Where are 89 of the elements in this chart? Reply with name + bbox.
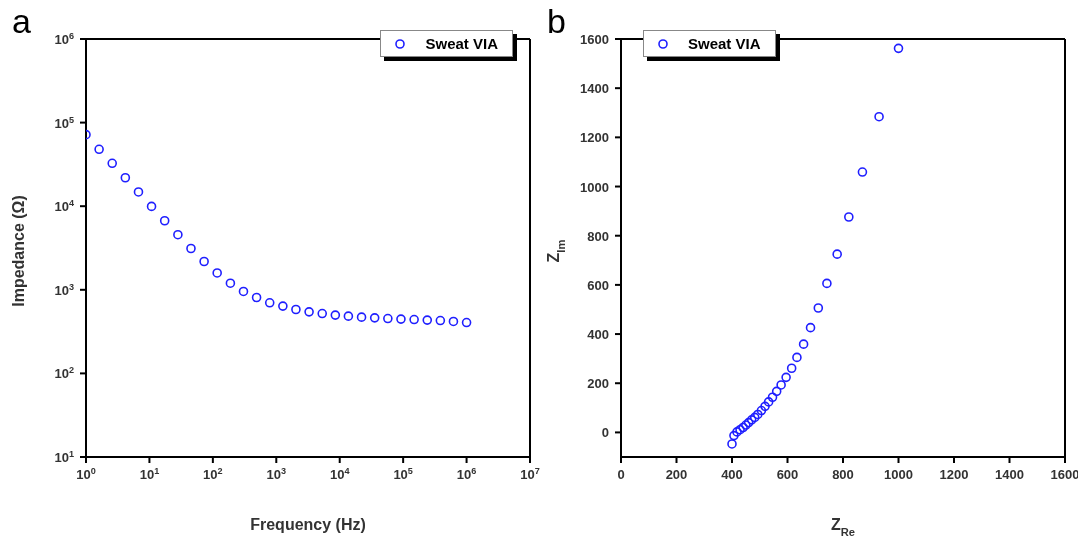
point (199, 256, 209, 267)
point (186, 243, 196, 254)
point (238, 286, 249, 297)
point (786, 363, 797, 374)
point (107, 158, 118, 169)
x-tick-label: 10$^{3}$ (266, 466, 287, 482)
point (729, 430, 739, 441)
legend-label: Sweat VIA (688, 35, 761, 52)
x-tick-label: 1200 (939, 467, 969, 482)
x-tick-label: 1000 (884, 467, 913, 482)
y-tick-label: 1400 (580, 81, 609, 97)
point (776, 380, 786, 390)
point (760, 401, 770, 412)
point (756, 405, 767, 416)
point (330, 310, 341, 320)
point (396, 314, 406, 324)
y-tick-label: 1600 (580, 32, 609, 47)
point (304, 307, 314, 317)
point (291, 304, 301, 315)
point (212, 268, 222, 278)
legend-label: Sweat VIA (425, 35, 498, 52)
x-tick-label: 600 (776, 467, 799, 482)
point (822, 278, 832, 289)
y-tick-label: 1200 (580, 130, 609, 146)
point (753, 409, 763, 420)
point (251, 292, 262, 303)
point (767, 392, 778, 403)
x-tick-label: 1400 (995, 467, 1024, 482)
point (792, 352, 802, 363)
y-tick-label: 10$^{2}$ (54, 365, 74, 382)
point (278, 301, 288, 311)
point (159, 215, 170, 226)
y-tick-label: 200 (587, 376, 609, 392)
chart-title: a (12, 2, 31, 41)
point (844, 212, 854, 222)
y-tick-label: 400 (587, 327, 609, 343)
point (383, 313, 393, 324)
point (120, 172, 131, 183)
x-tick-label: 10$^{2}$ (203, 466, 223, 482)
x-tick-label: 0 (617, 467, 625, 482)
point (94, 144, 104, 155)
point (422, 315, 433, 325)
y-tick-label: 10$^{1}$ (54, 449, 74, 465)
point (225, 278, 236, 288)
x-tick-label: 1600 (1050, 467, 1080, 482)
x-tick-label: 400 (721, 467, 743, 482)
point (893, 43, 904, 54)
x-tick-label: 10$^{5}$ (393, 466, 413, 482)
point (356, 312, 367, 322)
y-tick-label: 10$^{3}$ (54, 281, 74, 298)
y-tick-label: 10$^{6}$ (54, 31, 74, 47)
point (771, 386, 782, 397)
x-tick-label: 800 (832, 467, 854, 482)
x-axis-title: Z$_{Re}$ (830, 516, 856, 538)
point (727, 439, 737, 449)
point (369, 313, 380, 323)
point (133, 187, 144, 197)
point (173, 229, 183, 240)
x-tick-label: 10$^{0}$ (76, 466, 96, 482)
point (264, 298, 275, 308)
x-tick-label: 10$^{4}$ (329, 466, 351, 482)
x-tick-label: 10$^{6}$ (456, 466, 477, 482)
y-tick-label: 10$^{5}$ (54, 114, 74, 131)
x-tick-label: 10$^{7}$ (520, 466, 540, 482)
y-tick-label: 600 (587, 277, 609, 293)
point (832, 249, 842, 259)
point (798, 339, 809, 349)
x-tick-label: 10$^{1}$ (139, 466, 160, 482)
point (874, 111, 884, 122)
point (813, 303, 824, 313)
y-axis-title: Impedance (Ω) (10, 195, 27, 307)
point (146, 201, 157, 212)
x-tick-label: 200 (665, 467, 688, 482)
point (805, 322, 816, 333)
y-tick-label: 800 (587, 228, 609, 244)
point (317, 308, 328, 319)
x-axis-title: Frequency (Hz) (250, 516, 366, 533)
point (435, 315, 446, 326)
y-tick-label: 1000 (580, 179, 609, 195)
point (857, 167, 868, 177)
point (409, 314, 419, 325)
point (448, 316, 459, 327)
y-tick-label: 10$^{4}$ (54, 198, 75, 215)
point (461, 317, 472, 328)
point (781, 372, 791, 383)
point (343, 311, 354, 321)
point (763, 397, 774, 407)
chart-title: b (547, 2, 566, 41)
y-tick-label: 0 (601, 425, 609, 441)
